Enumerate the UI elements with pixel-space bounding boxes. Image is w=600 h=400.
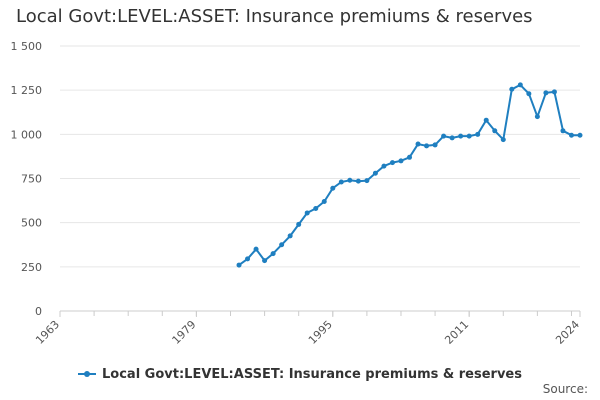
data-point bbox=[381, 163, 387, 169]
data-point bbox=[313, 206, 319, 212]
x-tick-label: 1995 bbox=[306, 318, 335, 347]
data-point bbox=[262, 258, 268, 264]
source-label: Source: bbox=[542, 382, 588, 396]
y-tick-label: 1 000 bbox=[11, 128, 43, 141]
y-tick-labels: 0 250 500 750 1 000 1 250 1 500 bbox=[11, 40, 43, 318]
y-tick-label: 250 bbox=[21, 261, 42, 274]
legend[interactable]: Local Govt:LEVEL:ASSET: Insurance premiu… bbox=[0, 364, 600, 382]
data-point bbox=[330, 185, 336, 191]
x-tick-label: 2011 bbox=[442, 318, 471, 347]
y-tick-label: 500 bbox=[21, 217, 42, 230]
data-point bbox=[534, 114, 540, 120]
data-point bbox=[475, 131, 481, 137]
data-point bbox=[466, 133, 472, 139]
y-tick-label: 1 250 bbox=[11, 84, 43, 97]
data-point bbox=[270, 251, 276, 257]
data-point bbox=[568, 132, 574, 138]
data-point bbox=[432, 142, 438, 148]
data-point bbox=[424, 143, 430, 149]
x-tick-labels: 1963 1979 1995 2011 2024 bbox=[33, 318, 582, 347]
data-point bbox=[449, 135, 455, 141]
data-point bbox=[296, 221, 302, 227]
data-point bbox=[483, 117, 489, 123]
axes bbox=[59, 311, 581, 317]
data-point bbox=[407, 154, 413, 160]
data-point bbox=[543, 90, 549, 96]
data-point bbox=[338, 179, 344, 185]
data-point bbox=[279, 242, 285, 248]
data-point bbox=[372, 170, 378, 176]
legend-label: Local Govt:LEVEL:ASSET: Insurance premiu… bbox=[102, 366, 522, 382]
legend-swatch bbox=[78, 371, 96, 377]
data-point bbox=[287, 233, 293, 239]
y-tick-label: 750 bbox=[21, 173, 42, 186]
data-point bbox=[509, 86, 515, 92]
series-layer bbox=[236, 82, 583, 268]
data-point bbox=[398, 158, 404, 164]
data-point bbox=[253, 246, 259, 252]
data-point bbox=[364, 178, 370, 184]
x-tick-label: 1979 bbox=[170, 318, 199, 347]
y-tick-label: 1 500 bbox=[11, 40, 43, 53]
legend-item[interactable]: Local Govt:LEVEL:ASSET: Insurance premiu… bbox=[78, 367, 522, 382]
x-tick-label: 1963 bbox=[33, 318, 62, 347]
data-point bbox=[321, 198, 327, 204]
data-point bbox=[415, 141, 421, 147]
data-point bbox=[560, 128, 566, 134]
data-point bbox=[526, 91, 532, 97]
data-point bbox=[492, 128, 498, 134]
data-point bbox=[441, 133, 447, 139]
gridlines bbox=[60, 45, 580, 312]
data-point bbox=[458, 133, 464, 139]
data-point bbox=[517, 82, 523, 88]
data-point bbox=[245, 256, 251, 262]
data-point bbox=[577, 132, 583, 138]
data-point bbox=[389, 160, 395, 166]
data-point bbox=[551, 89, 557, 95]
y-tick-label: 0 bbox=[35, 305, 42, 318]
data-point bbox=[236, 262, 242, 268]
chart-title: Local Govt:LEVEL:ASSET: Insurance premiu… bbox=[16, 6, 533, 27]
x-tick-label: 2024 bbox=[553, 318, 582, 347]
data-point bbox=[347, 177, 353, 183]
data-point bbox=[304, 210, 310, 216]
data-point bbox=[355, 178, 361, 184]
data-point bbox=[500, 137, 506, 143]
